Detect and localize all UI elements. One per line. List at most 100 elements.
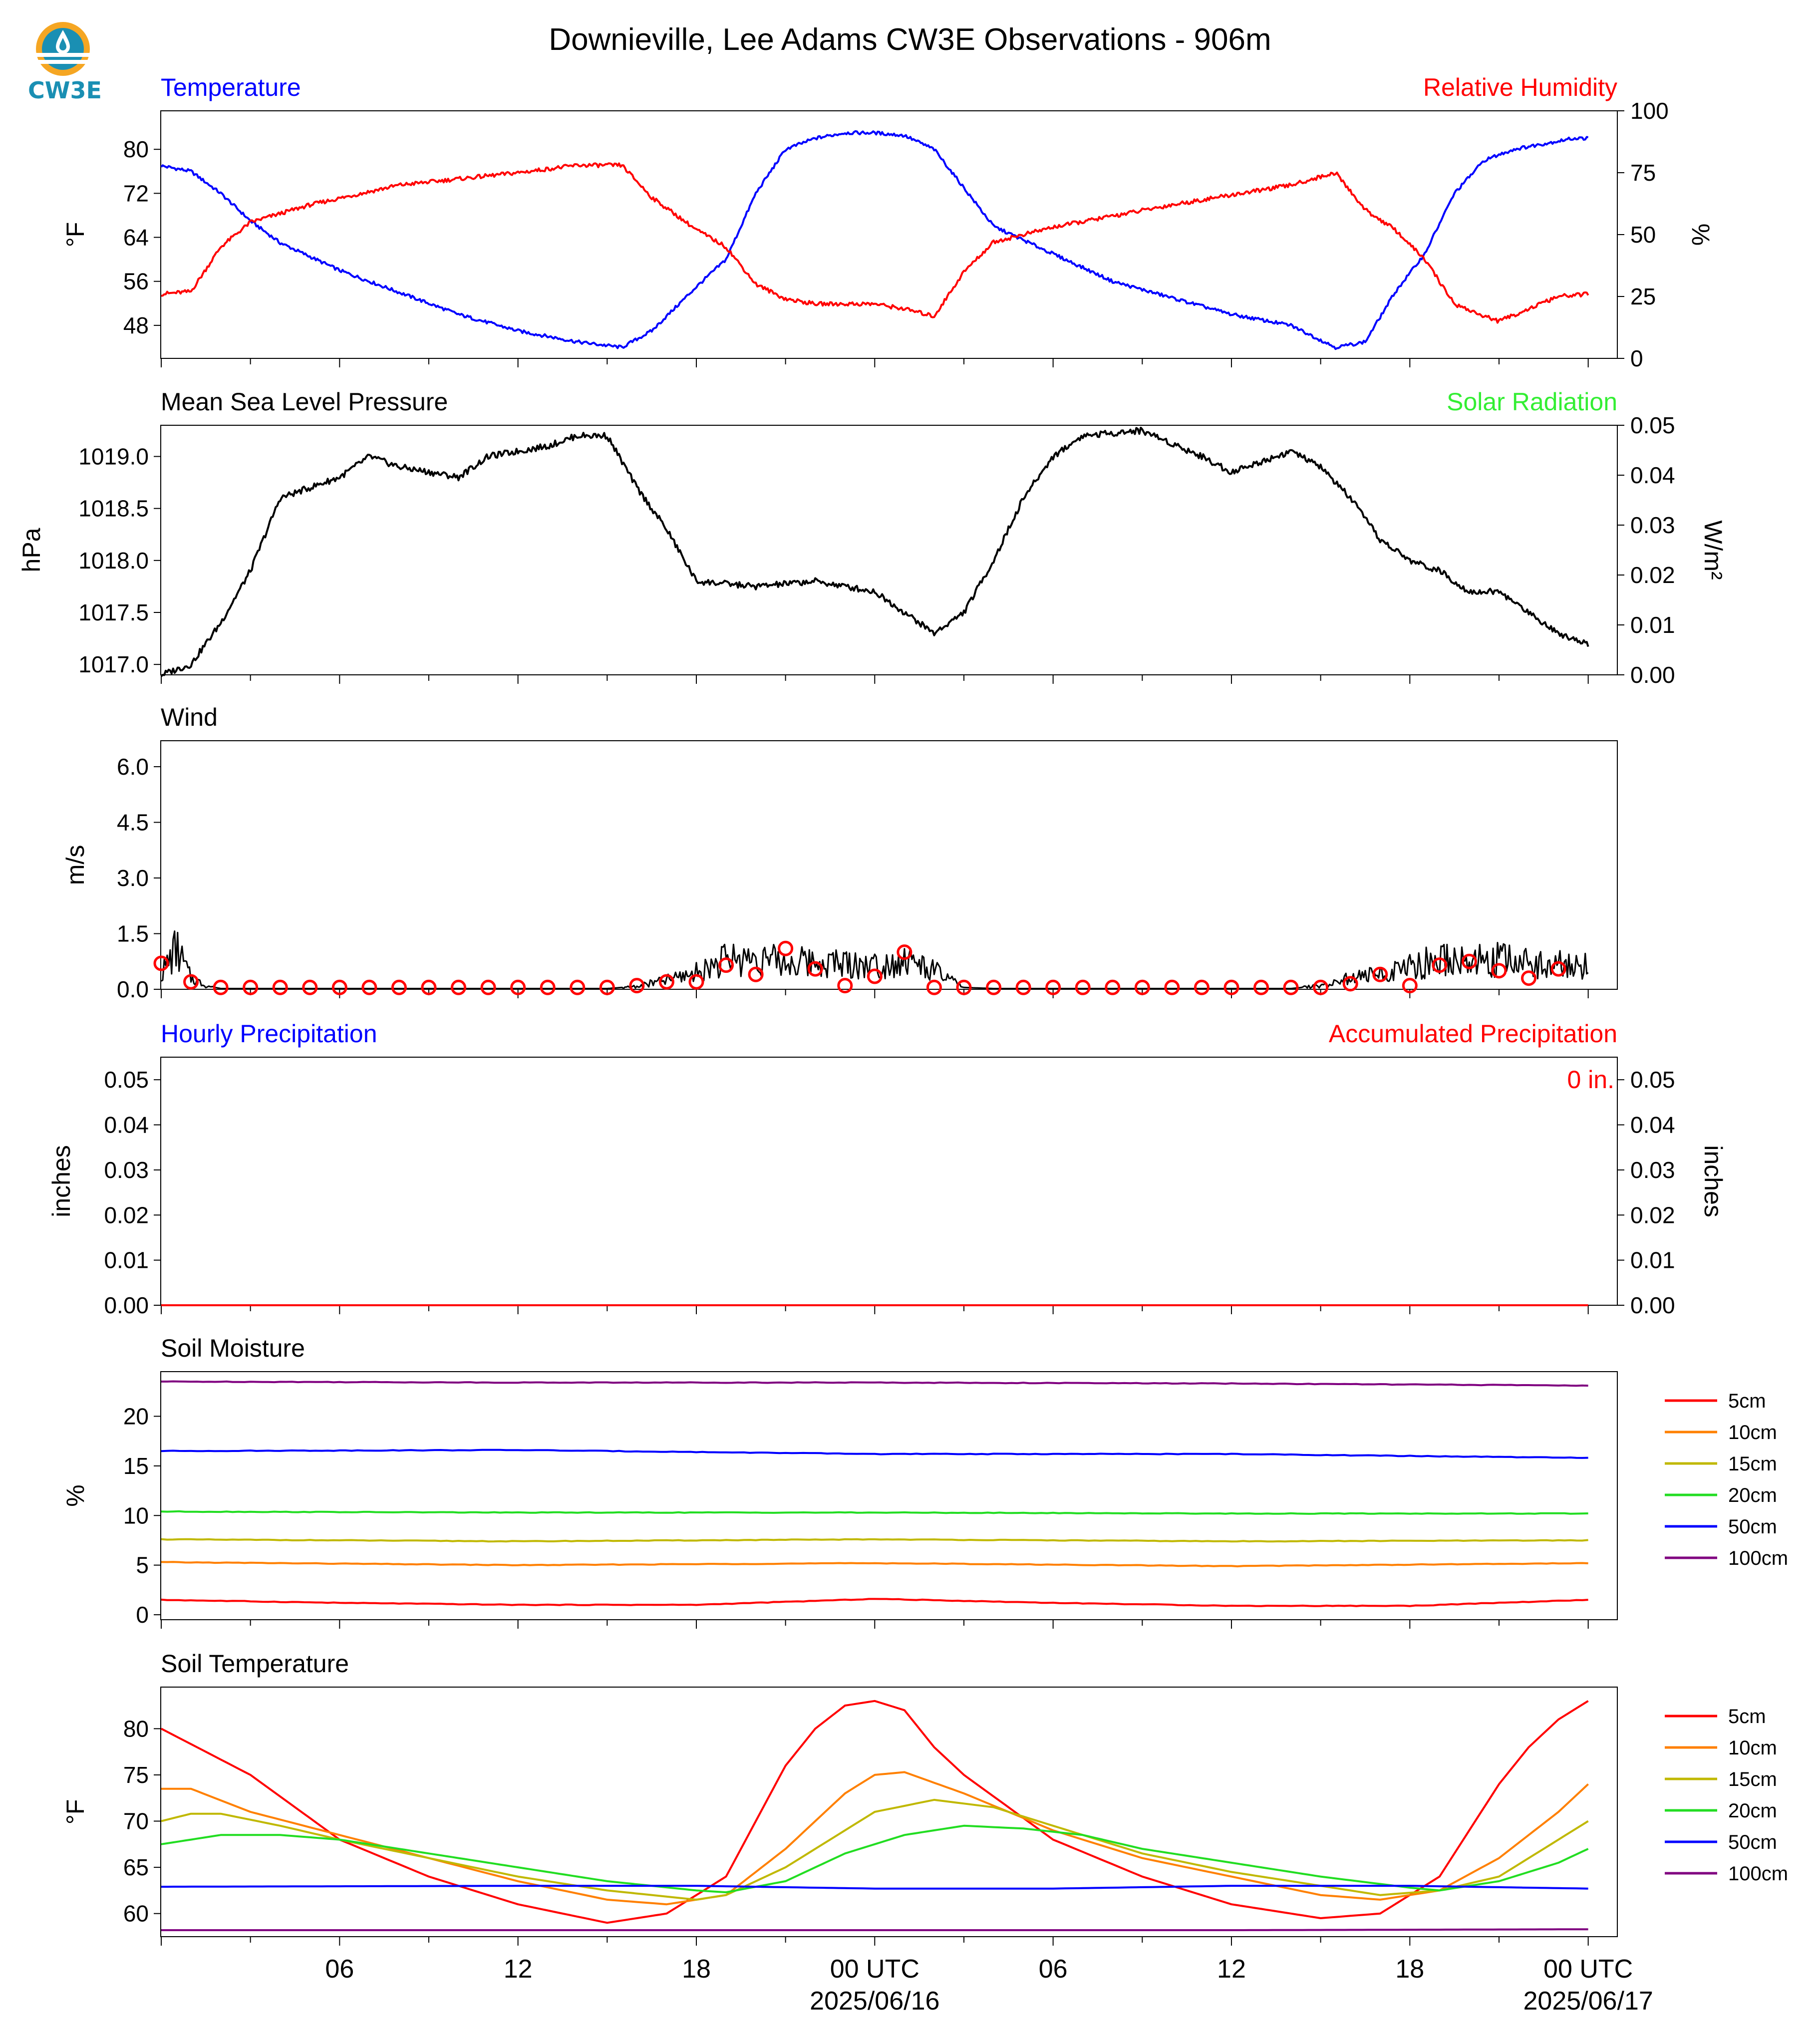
y-axis-label-right: W/m² [1699,520,1727,579]
gust-marker [1342,976,1358,992]
legend-label-15cm: 15cm [1728,1453,1777,1475]
y-axis-label-right: inches [1699,1145,1727,1217]
gust-marker [1164,979,1180,995]
x-date-label: 2025/06/17 [1523,1987,1653,2016]
legend-label-50cm: 50cm [1728,1516,1777,1538]
panel-soil_temp: Soil Temperature 60 65 70 75 80 °F 5cm 10cm 15cm 2… [61,1650,1788,1946]
gust-marker [1432,957,1448,973]
series-line-20cm [161,1824,1589,1894]
plot-frame [160,110,1618,359]
y-tick-label-right: 0.04 [1630,462,1675,488]
x-date-label: 2025/06/16 [810,1987,939,2016]
y-tick-label: 48 [123,312,149,338]
gust-marker [1015,979,1031,995]
gust-marker [213,979,229,995]
gust-marker [1253,979,1269,995]
gust-marker [926,979,942,995]
gust-marker [570,979,586,995]
y-tick-label: 0.02 [104,1202,149,1228]
y-tick-label: 70 [123,1808,149,1834]
legend-label-100cm: 100cm [1728,1547,1788,1569]
y-tick-label-right: 0.01 [1630,1247,1675,1273]
y-tick-label: 0.0 [117,976,149,1002]
legend-label-20cm: 20cm [1728,1800,1777,1822]
y-tick-label: 0.01 [104,1247,149,1273]
y-tick-label: 1018.5 [78,496,149,522]
series-line-100cm [161,1928,1588,1931]
series-line-10cm [161,1561,1588,1568]
panel-title: Soil Moisture [161,1334,305,1362]
y-tick-label-right: 100 [1630,98,1669,124]
y-tick-label-right: 0.02 [1630,562,1675,588]
y-tick-label: 0.05 [104,1067,149,1093]
x-tick-label: 06 [1039,1955,1068,1984]
y-tick-label-right: 0.01 [1630,612,1675,638]
gust-marker [837,978,853,994]
y-tick-label-right: 50 [1630,222,1656,248]
y-tick-label-right: 0.05 [1630,412,1675,438]
gust-marker [897,944,912,960]
gust-marker [1461,953,1477,969]
y-tick-label: 1019.0 [78,444,149,470]
gust-marker [1402,978,1418,994]
gust-marker [451,979,467,995]
gust-marker [1223,979,1239,995]
panel-precip: Hourly Precipitation Accumulated Precipit… [47,1020,1727,1318]
legend-label-5cm: 5cm [1728,1706,1766,1728]
gust-marker [243,979,259,995]
x-tick-label: 00 UTC [1543,1955,1633,1984]
y-axis-label: m/s [61,845,89,885]
x-tick-label: 12 [1217,1955,1246,1984]
series-line-5cm [161,1700,1589,1924]
gust-marker [658,974,674,990]
panel-title-right: Relative Humidity [1423,73,1617,101]
y-tick-label: 80 [123,1716,149,1741]
gust-marker [688,974,704,990]
gust-marker [331,979,347,995]
series-line-10cm [161,1771,1589,1906]
gust-marker [867,968,883,984]
y-tick-label-right: 0.00 [1630,1292,1675,1318]
y-tick-label: 64 [123,225,149,251]
y-tick-label: 80 [123,136,149,162]
x-tick-label: 00 UTC [830,1955,919,1984]
plot-frame [160,1371,1618,1620]
legend-label-15cm: 15cm [1728,1768,1777,1790]
legend-label-5cm: 5cm [1728,1390,1766,1412]
series-line-pressure [160,426,1589,677]
gust-marker [1491,963,1507,979]
y-tick-label: 6.0 [117,754,149,780]
gust-marker [1372,966,1388,982]
gust-marker [1283,979,1299,995]
y-axis-label: % [61,1484,89,1506]
series-line-wind [161,930,1589,989]
gust-marker [629,978,645,994]
gust-marker [1313,979,1329,995]
y-tick-label-right: 0.04 [1630,1112,1675,1138]
gust-marker [599,979,615,995]
gust-marker [421,979,437,995]
gust-marker [540,979,556,995]
y-tick-label-right: 75 [1630,160,1656,186]
gust-marker [778,940,794,956]
gust-marker [1550,961,1566,977]
logo-globe-icon [35,22,91,76]
legend-label-10cm: 10cm [1728,1737,1777,1759]
legend-label-20cm: 20cm [1728,1484,1777,1506]
gust-marker [1521,970,1537,986]
panel-temp_rh: Temperature Relative Humidity 48 56 64 72 80 °F… [61,73,1715,371]
y-tick-label-right: 0.02 [1630,1202,1675,1228]
x-tick-label: 18 [1395,1955,1424,1984]
panel-title-right: Accumulated Precipitation [1329,1020,1617,1048]
panel-title: Hourly Precipitation [161,1020,377,1048]
gust-marker [1134,979,1150,995]
y-tick-label: 1017.5 [78,599,149,625]
panel-soil_moisture: Soil Moisture 0 5 10 15 20% 5cm 10cm 15cm 20cm 50c… [61,1334,1788,1629]
panel-pressure: Mean Sea Level Pressure Solar Radiation 10… [17,388,1727,688]
gust-marker [302,979,318,995]
panel-wind: Wind 0.0 1.5 3.0 4.5 6.0 m/s [61,703,1618,1002]
y-tick-label: 5 [136,1552,149,1578]
logo-text: CW3E [28,77,102,104]
y-tick-label-right: 0.03 [1630,512,1675,538]
y-tick-label: 72 [123,180,149,206]
